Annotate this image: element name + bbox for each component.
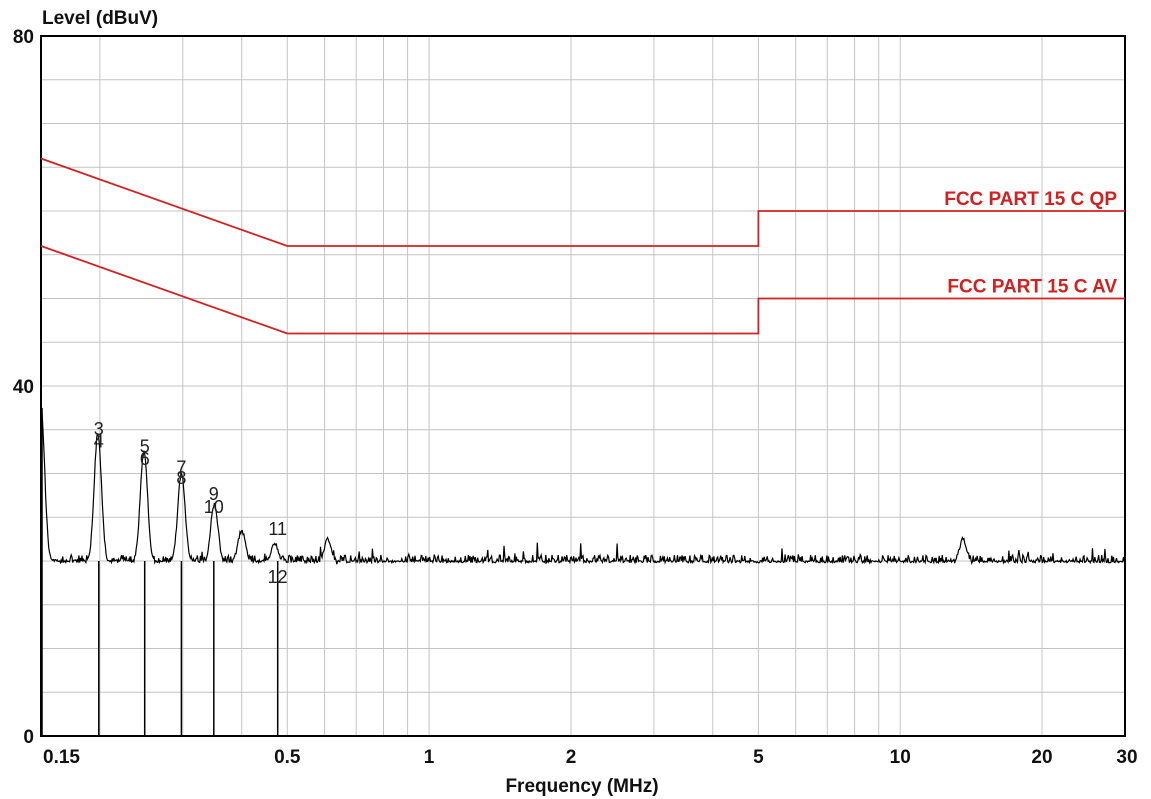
- marker-label-4: 4: [94, 431, 104, 451]
- grid: [41, 36, 1125, 736]
- marker-label-7: 7: [176, 458, 186, 478]
- x-tick-label: 1: [424, 747, 435, 768]
- x-tick-label: 5: [753, 747, 764, 768]
- y-tick-labels: 0 40 80: [13, 27, 34, 748]
- measurement-trace: [40, 407, 1126, 736]
- limit-line-label: FCC PART 15 C QP: [944, 189, 1117, 210]
- marker-label-10: 10: [204, 497, 224, 517]
- plot-frame: [40, 35, 1126, 737]
- x-tick-labels: 0.15 0.5 1 2 5 10 20 30: [43, 747, 1138, 768]
- x-axis-label: Frequency (MHz): [505, 776, 658, 797]
- trace-line: [40, 407, 1126, 566]
- limit-line: [40, 245, 1125, 335]
- y-tick-label: 80: [13, 27, 34, 48]
- marker-label-9: 9: [209, 484, 219, 504]
- marker-label-12: 12: [268, 567, 288, 587]
- x-tick-label: 0.15: [43, 747, 80, 768]
- plot-border: [40, 35, 1126, 737]
- y-tick-label: 0: [23, 727, 34, 748]
- y-axis-label: Level (dBuV): [42, 8, 158, 29]
- x-tick-label: 2: [566, 747, 577, 768]
- marker-labels: 34 56 78 910 11 12: [94, 419, 288, 587]
- marker-label-11: 11: [268, 519, 287, 539]
- x-tick-label: 30: [1116, 747, 1137, 768]
- x-tick-label: 10: [890, 747, 911, 768]
- marker-label-5: 5: [140, 437, 150, 457]
- x-tick-label: 20: [1031, 747, 1052, 768]
- y-tick-label: 40: [13, 377, 34, 398]
- limit-line-label: FCC PART 15 C AV: [947, 277, 1117, 298]
- marker-label-8: 8: [176, 468, 186, 488]
- marker-label-3: 3: [94, 419, 104, 439]
- x-tick-label: 0.5: [274, 747, 301, 768]
- limit-lines: FCC PART 15 C QP FCC PART 15 C AV: [40, 157, 1125, 335]
- marker-label-6: 6: [140, 449, 150, 469]
- marker-lines: [98, 561, 279, 736]
- limit-line: [40, 157, 1125, 247]
